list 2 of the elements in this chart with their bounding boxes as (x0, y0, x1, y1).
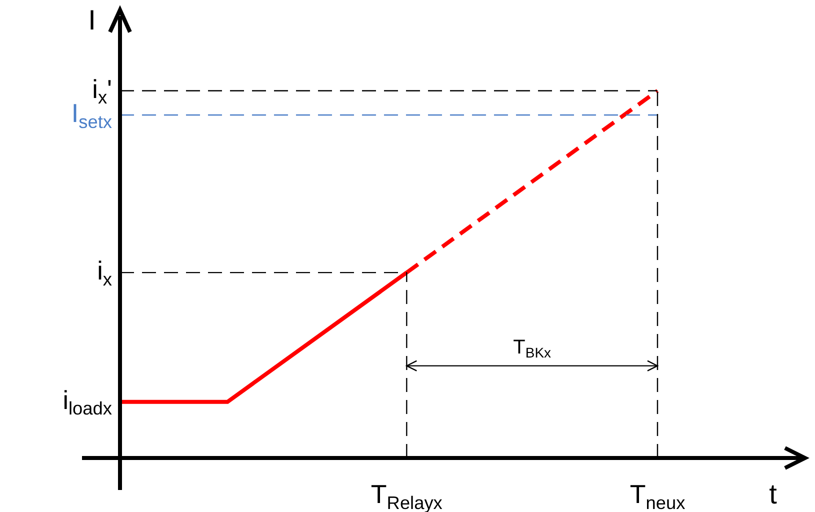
x-axis-title: t (769, 478, 778, 510)
y-axis-title: I (88, 4, 96, 36)
